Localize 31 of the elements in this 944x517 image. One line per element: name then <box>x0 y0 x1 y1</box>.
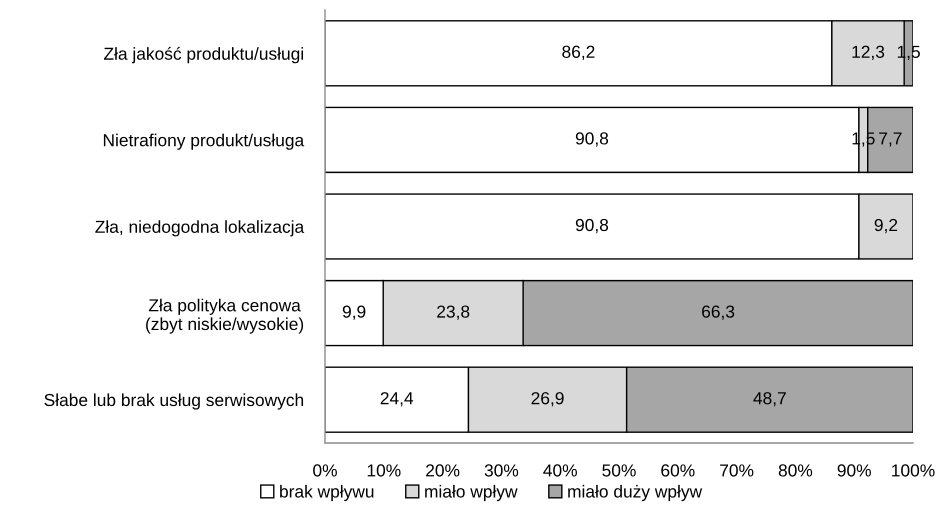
x-tick-label: 90% <box>838 464 871 477</box>
x-tick-label: 70% <box>720 464 754 477</box>
data-label: 7,7 <box>879 132 902 147</box>
y-tick-label: Nietrafiony produkt/usługa <box>104 134 304 150</box>
y-tick-label: Zła jakość produktu/usługi <box>104 46 304 64</box>
data-label: 48,7 <box>753 392 786 406</box>
x-tick-label: 10% <box>368 464 401 477</box>
x-tick-label: 50% <box>602 464 636 477</box>
x-tick-label: 0% <box>313 464 337 477</box>
y-tick-label: Zła, niedogodna lokalizacja <box>95 220 304 236</box>
data-label: 26,9 <box>532 392 564 406</box>
data-label: 66,3 <box>702 305 734 320</box>
x-tick-label: 30% <box>484 464 518 477</box>
data-label: 9,2 <box>874 218 898 234</box>
data-label: 9,9 <box>342 305 366 320</box>
data-label: 23,8 <box>437 305 470 320</box>
x-tick-label: 40% <box>543 464 577 477</box>
x-tick-label: 20% <box>426 464 460 477</box>
data-label: 86,2 <box>562 46 594 60</box>
x-tick-label: 80% <box>778 464 812 477</box>
y-tick-label: Słabe lub brak usług serwisowych <box>44 393 304 410</box>
data-label: 12,3 <box>852 46 884 60</box>
legend-label: miało wpływ <box>425 484 518 502</box>
x-tick-label: 100% <box>892 464 935 477</box>
x-tick-label: 60% <box>661 464 695 477</box>
y-tick-label: Zła polityka cenowa (zbyt niskie/wysokie) <box>146 298 304 334</box>
data-label: 90,8 <box>576 218 608 234</box>
legend-label: miało duży wpływ <box>568 484 702 502</box>
data-label: 90,8 <box>576 132 608 147</box>
legend-label: brak wpływu <box>280 484 374 502</box>
data-label: 24,4 <box>380 392 414 406</box>
